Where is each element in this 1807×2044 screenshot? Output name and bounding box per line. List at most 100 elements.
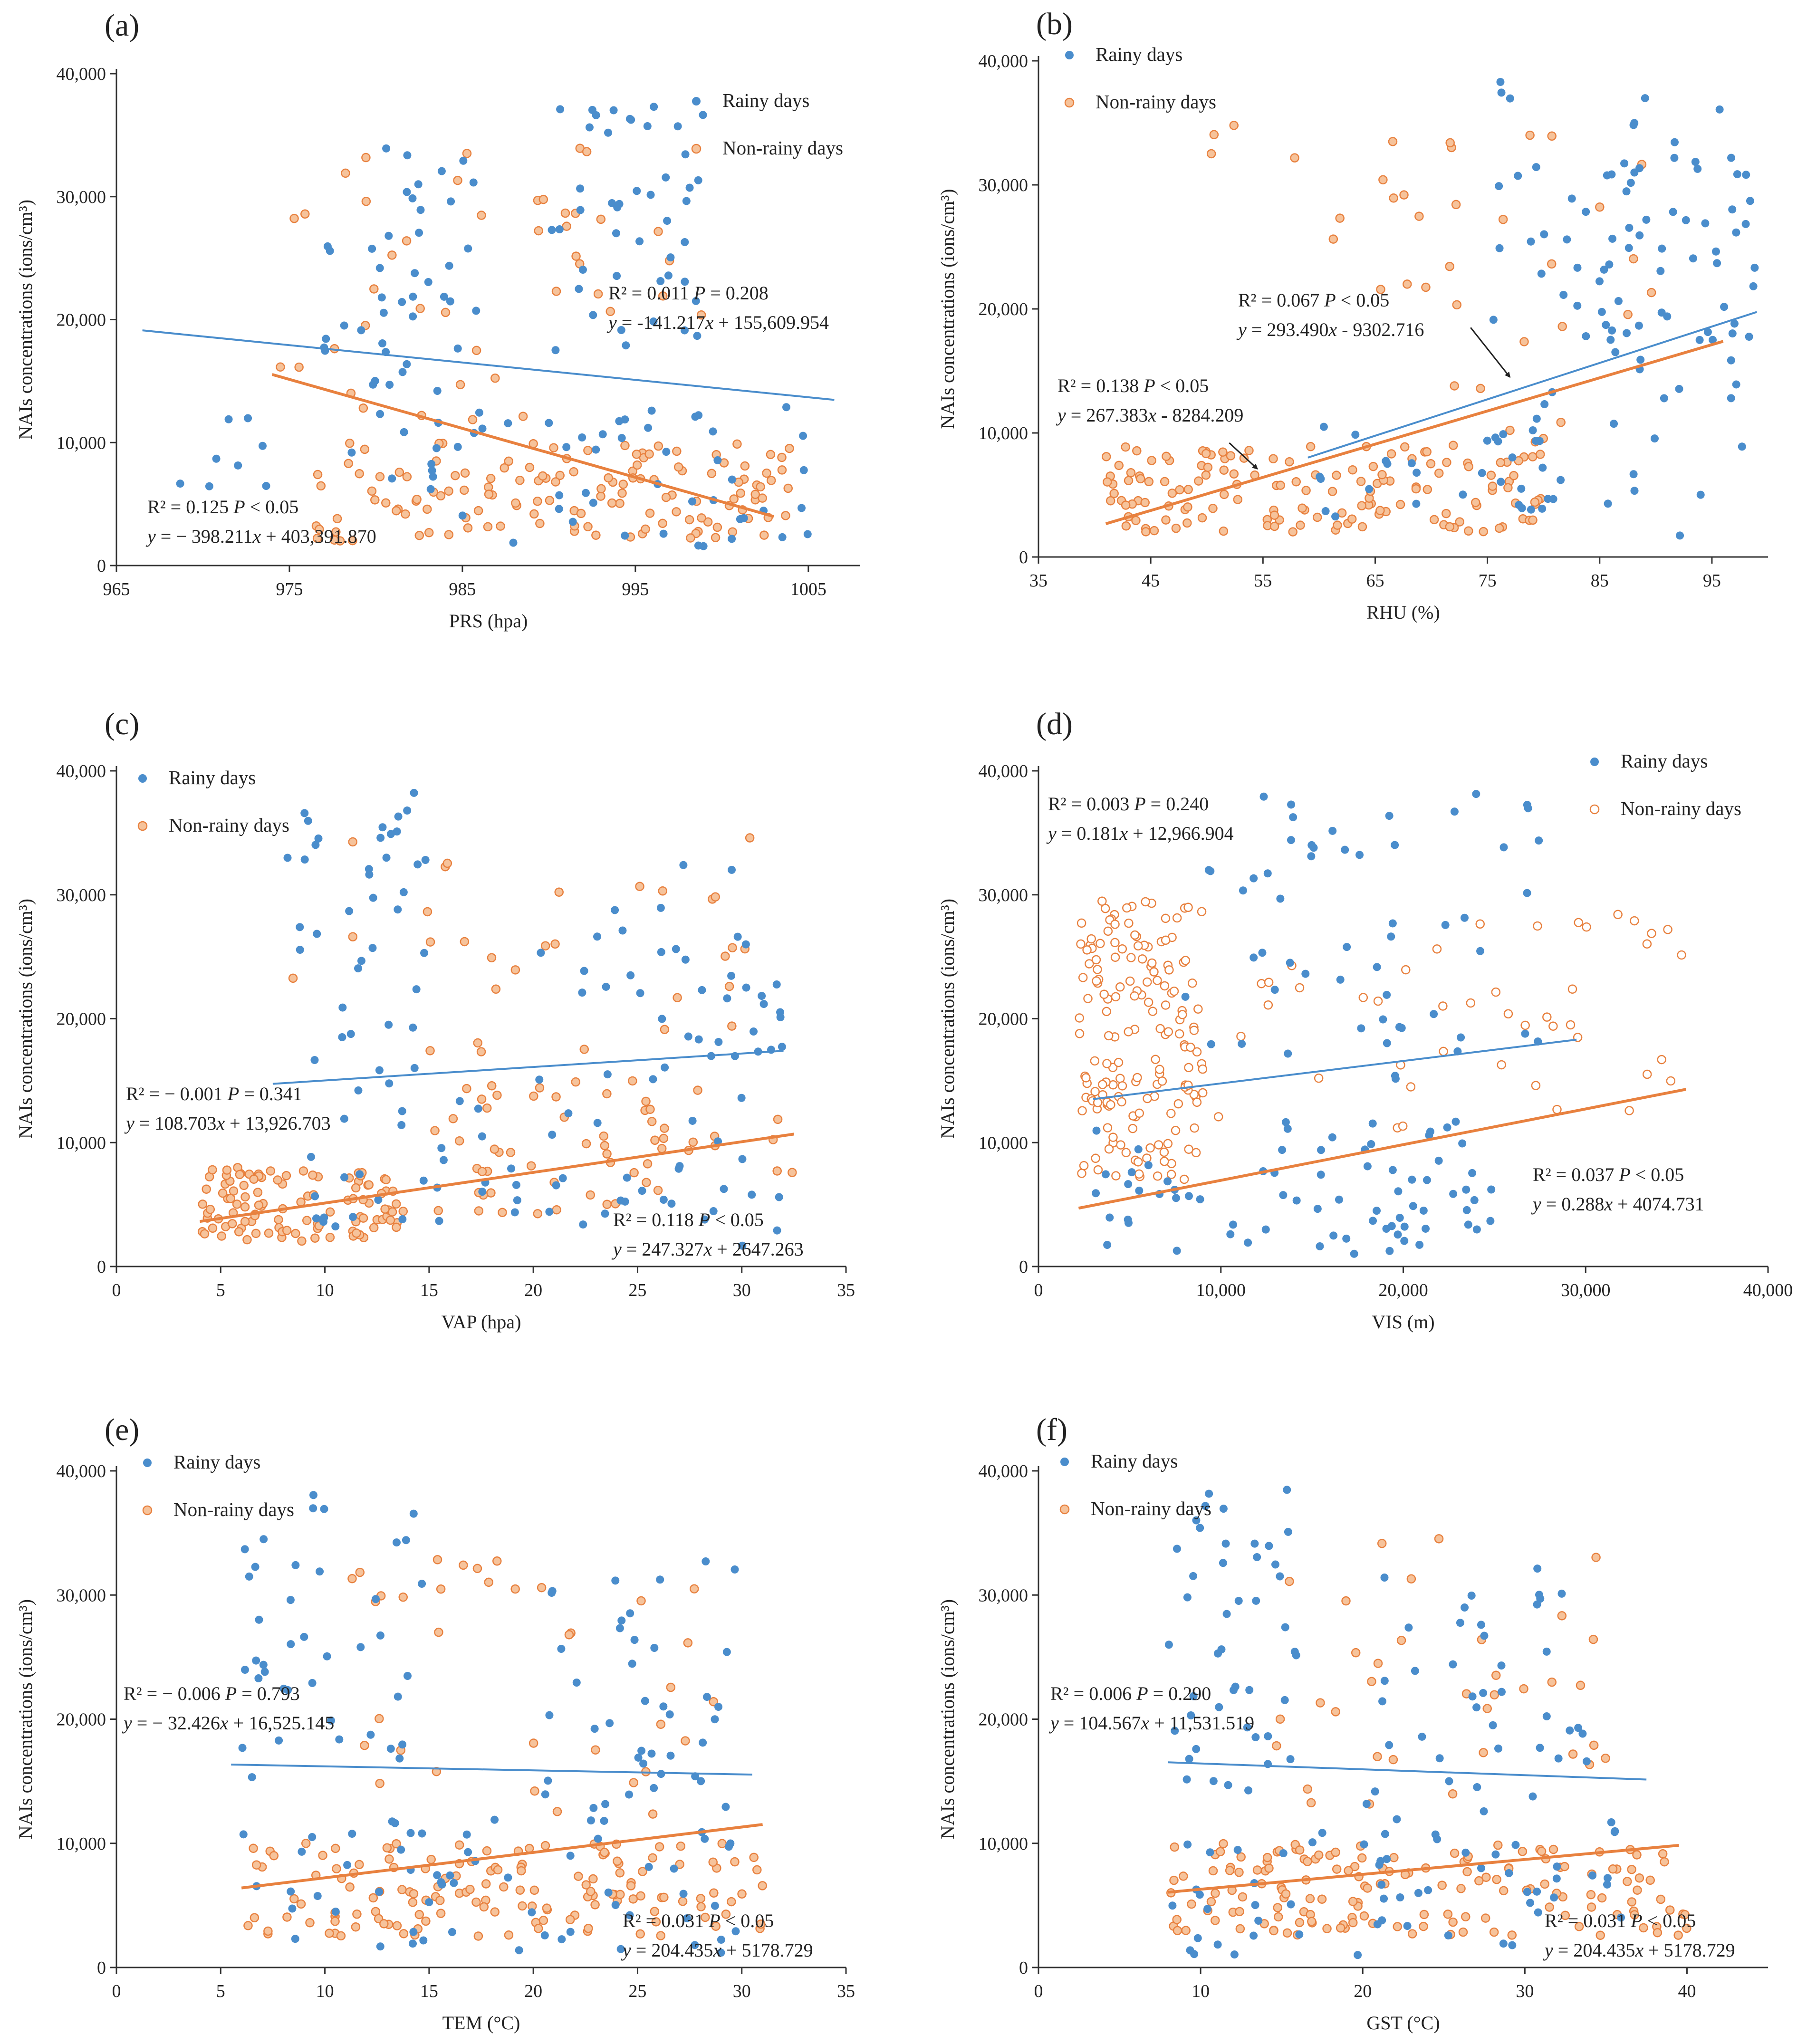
nonrainy-point bbox=[1328, 234, 1338, 244]
nonrainy-equation-label: y = 0.288x + 4074.731 bbox=[1531, 1193, 1704, 1215]
nonrainy-point bbox=[1269, 521, 1279, 531]
rainy-point bbox=[666, 1751, 675, 1760]
nonrainy-point bbox=[1451, 200, 1461, 210]
rainy-point bbox=[566, 1852, 575, 1860]
rainy-point bbox=[626, 971, 635, 979]
rainy-point bbox=[248, 1773, 256, 1782]
rainy-point bbox=[1622, 187, 1631, 196]
rainy-point bbox=[606, 1719, 614, 1727]
nonrainy-point bbox=[1537, 1846, 1547, 1856]
nonrainy-point bbox=[1183, 502, 1192, 512]
nonrainy-point bbox=[711, 1921, 721, 1931]
nonrainy-r2-label: R² = 0.031 P < 0.05 bbox=[1545, 1910, 1696, 1931]
rainy-point bbox=[1444, 1931, 1452, 1940]
legend-nonrainy-marker bbox=[1589, 804, 1600, 815]
rainy-point bbox=[1468, 1692, 1477, 1701]
nonrainy-point bbox=[703, 517, 713, 527]
rainy-point bbox=[1171, 1727, 1179, 1735]
nonrainy-point bbox=[504, 1930, 514, 1940]
rainy-point bbox=[1261, 1225, 1270, 1234]
rainy-point bbox=[331, 1222, 340, 1231]
rainy-point bbox=[1536, 1594, 1545, 1603]
nonrainy-point bbox=[459, 1560, 468, 1570]
nonrainy-point bbox=[421, 1916, 431, 1926]
nonrainy-point bbox=[1281, 1889, 1291, 1899]
rainy-point bbox=[1313, 1205, 1322, 1213]
nonrainy-point bbox=[1426, 459, 1436, 469]
rainy-point bbox=[391, 1819, 399, 1827]
rainy-point bbox=[1307, 841, 1316, 849]
nonrainy-point bbox=[1307, 1917, 1317, 1926]
rainy-point bbox=[474, 1104, 482, 1113]
rainy-point bbox=[1263, 869, 1272, 878]
legend-nonrainy-marker bbox=[137, 821, 148, 831]
nonrainy-point bbox=[1490, 1690, 1499, 1699]
rainy-point bbox=[667, 1200, 676, 1208]
nonrainy-point bbox=[1582, 922, 1591, 932]
nonrainy-point bbox=[1657, 1055, 1666, 1065]
panel-letter: (c) bbox=[105, 707, 139, 741]
x-tick-label: 30 bbox=[733, 1280, 751, 1300]
rainy-point bbox=[1287, 836, 1295, 844]
nonrainy-point bbox=[1482, 1704, 1492, 1713]
rainy-point bbox=[1523, 889, 1531, 897]
nonrainy-point bbox=[515, 1885, 525, 1895]
rainy-point bbox=[251, 1563, 260, 1571]
nonrainy-point bbox=[423, 504, 432, 514]
nonrainy-point bbox=[426, 1854, 436, 1864]
y-tick-label: 0 bbox=[1019, 1257, 1028, 1277]
rainy-point bbox=[1742, 171, 1750, 179]
rainy-point bbox=[1388, 919, 1397, 928]
rainy-point bbox=[296, 946, 304, 954]
rainy-point bbox=[445, 261, 453, 270]
nonrainy-point bbox=[1117, 1097, 1126, 1107]
rainy-point bbox=[1393, 1815, 1401, 1823]
rainy-point bbox=[1226, 1230, 1235, 1238]
x-tick-label: 10 bbox=[316, 1280, 334, 1300]
nonrainy-point bbox=[1106, 1100, 1115, 1110]
nonrainy-point bbox=[1466, 998, 1476, 1008]
rainy-point bbox=[673, 122, 682, 131]
nonrainy-point bbox=[1395, 499, 1405, 509]
rainy-point bbox=[398, 1107, 406, 1115]
nonrainy-fit-line bbox=[271, 373, 774, 518]
nonrainy-point bbox=[1464, 462, 1473, 471]
nonrainy-point bbox=[1093, 965, 1102, 974]
rainy-point bbox=[320, 1213, 328, 1222]
y-tick-label: 20,000 bbox=[57, 1009, 106, 1029]
nonrainy-point bbox=[1091, 1153, 1100, 1163]
nonrainy-point bbox=[355, 1860, 364, 1870]
rainy-point bbox=[472, 307, 481, 315]
nonrainy-point bbox=[1121, 500, 1131, 510]
nonrainy-point bbox=[1439, 1046, 1448, 1056]
rainy-point bbox=[731, 1927, 740, 1936]
rainy-point bbox=[701, 1215, 709, 1224]
rainy-point bbox=[1508, 1941, 1517, 1949]
rainy-point bbox=[1630, 119, 1639, 127]
x-tick-label: 0 bbox=[112, 1981, 121, 2001]
rainy-point bbox=[335, 1735, 344, 1744]
nonrainy-point bbox=[1665, 1905, 1675, 1915]
nonrainy-point bbox=[1682, 1923, 1692, 1933]
rainy-point bbox=[1670, 154, 1679, 162]
nonrainy-point bbox=[1151, 1055, 1160, 1064]
nonrainy-point bbox=[1173, 1099, 1183, 1109]
nonrainy-point bbox=[596, 484, 606, 494]
nonrainy-point bbox=[551, 477, 560, 487]
nonrainy-point bbox=[540, 1841, 550, 1851]
nonrainy-point bbox=[1458, 1927, 1468, 1937]
nonrainy-point bbox=[607, 498, 617, 508]
nonrainy-point bbox=[1160, 477, 1170, 487]
rainy-point bbox=[555, 225, 564, 233]
nonrainy-point bbox=[1111, 1171, 1121, 1180]
rainy-point bbox=[1409, 1202, 1417, 1210]
rainy-fit-line bbox=[142, 329, 835, 401]
rainy-point bbox=[1491, 1850, 1500, 1859]
rainy-point bbox=[670, 1864, 678, 1873]
rainy-point bbox=[658, 1015, 666, 1023]
rainy-point bbox=[714, 1038, 723, 1046]
rainy-point bbox=[458, 511, 467, 520]
rainy-point bbox=[1457, 1033, 1465, 1042]
nonrainy-point bbox=[647, 1117, 657, 1126]
